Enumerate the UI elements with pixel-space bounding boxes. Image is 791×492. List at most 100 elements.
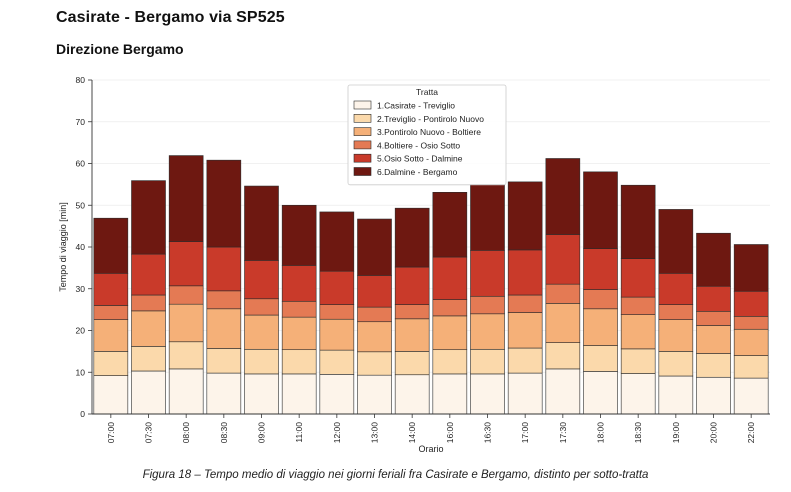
legend-label-5: 5.Osio Sotto - Dalmine: [377, 154, 463, 164]
bar-segment-2: [206, 348, 242, 374]
bar-segment-2: [545, 342, 581, 370]
bar-segment-4: [244, 298, 279, 316]
legend-swatch-5: [353, 153, 372, 163]
bar-segment-2: [394, 351, 430, 376]
bar-segment-2: [432, 349, 468, 375]
bar-segment-5: [281, 265, 317, 302]
bar-segment-1: [733, 377, 769, 415]
bar-segment-4: [93, 305, 129, 320]
bar-segment-1: [470, 373, 505, 415]
bar-segment-6: [131, 180, 166, 255]
bar-segment-5: [206, 246, 242, 292]
bar-segment-5: [583, 248, 618, 290]
bar-segment-1: [658, 375, 694, 415]
bar-segment-3: [583, 308, 618, 346]
bar-segment-6: [432, 192, 468, 258]
bar-segment-6: [507, 181, 543, 251]
bar-segment-1: [357, 374, 392, 415]
bar-segment-5: [131, 253, 166, 296]
bar-segment-2: [319, 349, 355, 375]
bar-segment-3: [357, 321, 392, 353]
bar-segment-5: [733, 290, 769, 317]
y-tick-label: 20: [76, 326, 86, 336]
legend-swatch-3: [353, 127, 372, 136]
axes: 0 10 20 30 40 50 60 70 80 07:00 07:30 08:00 08:30 09:…: [76, 75, 770, 443]
bar-segment-6: [281, 204, 317, 266]
bar-segment-1: [507, 372, 543, 415]
bar-segment-3: [620, 314, 656, 350]
bar-segment-2: [470, 348, 505, 375]
bar-segment-2: [357, 351, 392, 376]
bar-segment-6: [658, 209, 694, 274]
bar-segment-5: [658, 273, 694, 305]
legend-title: Tratta: [416, 87, 438, 97]
y-tick-label: 60: [76, 159, 86, 169]
bar-segment-6: [93, 217, 129, 274]
x-tick-label: 17:30: [558, 422, 568, 444]
y-tick-label: 0: [80, 409, 85, 419]
bar-segment-3: [319, 318, 355, 351]
bar-segment-5: [93, 273, 129, 306]
bar-segment-1: [394, 374, 430, 415]
legend-label-4: 4.Boltiere - Osio Sotto: [377, 140, 460, 150]
bar-segment-4: [281, 300, 317, 318]
bar-segment-5: [507, 249, 543, 296]
bar-segment-2: [281, 349, 317, 375]
legend-label-6: 6.Dalmine - Bergamo: [377, 167, 458, 177]
bar-segment-6: [620, 184, 656, 259]
legend-swatch-1: [353, 100, 372, 110]
x-tick-label: 08:30: [219, 422, 229, 444]
legend-swatch-4: [353, 140, 372, 150]
bar-segment-4: [319, 304, 355, 320]
bar-segment-2: [733, 355, 769, 379]
bar-segment-5: [470, 250, 505, 297]
bar-segment-3: [244, 314, 279, 350]
bar-segment-6: [696, 232, 731, 287]
bar-segment-4: [470, 295, 505, 315]
figure-caption: Figura 18 – Tempo medio di viaggio nei g…: [142, 469, 649, 481]
bar-segment-3: [696, 325, 731, 354]
legend-label-2: 2.Treviglio - Pontirolo Nuovo: [377, 114, 484, 124]
bar-segment-4: [733, 316, 769, 330]
bar-segment-4: [206, 290, 242, 310]
bar-segment-1: [696, 376, 731, 415]
x-tick-label: 12:00: [332, 422, 342, 444]
x-tick-label: 08:00: [181, 422, 191, 444]
bar-segment-2: [244, 348, 279, 375]
bar-segment-1: [545, 368, 581, 415]
bar-segment-6: [733, 244, 769, 292]
bar-segment-2: [583, 345, 618, 372]
bar-segment-1: [244, 373, 279, 415]
bar-segment-1: [319, 374, 355, 415]
bar-segment-1: [620, 373, 656, 415]
x-tick-label: 18:00: [596, 422, 606, 444]
bar-segment-4: [658, 304, 694, 320]
bar-segment-5: [432, 256, 468, 300]
bar-segment-4: [168, 285, 204, 305]
bar-segment-4: [131, 294, 166, 312]
bar-segment-6: [583, 171, 618, 249]
bar-segment-3: [658, 319, 694, 352]
bar-segment-5: [244, 260, 279, 300]
bar-segment-1: [583, 371, 618, 415]
bar-segment-1: [93, 375, 129, 415]
x-tick-label: 11:00: [294, 422, 304, 443]
legend-label-1: 1.Casirate - Treviglio: [377, 101, 455, 111]
bar-segment-3: [131, 310, 166, 347]
legend-box: [347, 84, 507, 186]
bar-segment-3: [168, 303, 204, 343]
bar-segment-4: [620, 296, 656, 315]
x-tick-label: 18:30: [633, 422, 643, 444]
bar-segment-2: [696, 353, 731, 378]
bar-segment-4: [545, 283, 581, 304]
bar-segment-2: [168, 341, 204, 370]
bar-segment-5: [357, 275, 392, 308]
bar-segment-6: [394, 207, 430, 268]
bar-segment-1: [131, 370, 166, 415]
bar-segment-3: [545, 303, 581, 343]
stacked-bar-chart: 0 10 20 30 40 50 60 70 80 07:00 07:30 08:00 08:30 09:…: [58, 75, 770, 454]
bar-segment-4: [696, 310, 731, 326]
legend-swatch-6: [353, 167, 372, 176]
page-title: Casirate - Bergamo via SP525: [56, 9, 285, 26]
bar-segment-3: [281, 316, 317, 351]
